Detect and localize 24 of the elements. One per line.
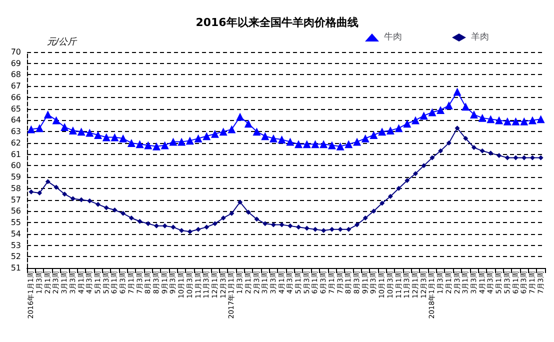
y-tick-label: 54 xyxy=(10,229,21,238)
y-tick-label: 59 xyxy=(10,172,21,182)
y-tick-label: 62 xyxy=(10,138,21,148)
legend-label: 羊肉 xyxy=(471,32,489,42)
y-tick-label: 52 xyxy=(10,252,21,262)
y-tick-label: 67 xyxy=(10,82,21,91)
legend-label: 牛肉 xyxy=(384,32,402,42)
y-tick-label: 58 xyxy=(10,184,21,193)
chart-title: 2016年以来全国牛羊肉价格曲线 xyxy=(196,16,358,29)
y-tick-label: 57 xyxy=(10,195,21,204)
y-axis-title: 元/公斤 xyxy=(47,36,78,46)
y-tick-label: 70 xyxy=(10,48,21,56)
y-tick-label: 64 xyxy=(10,116,21,125)
y-tick-label: 66 xyxy=(10,92,21,102)
y-tick-label: 68 xyxy=(10,70,21,80)
y-tick-label: 60 xyxy=(10,161,21,170)
y-tick-label: 56 xyxy=(10,206,21,216)
y-tick-label: 61 xyxy=(10,150,21,159)
y-tick-label: 51 xyxy=(10,264,21,272)
y-tick-label: 53 xyxy=(10,240,21,250)
y-tick-label: 55 xyxy=(10,218,21,228)
y-tick-label: 63 xyxy=(10,127,21,136)
y-tick-label: 69 xyxy=(10,58,21,68)
y-tick-label: 65 xyxy=(10,104,21,114)
